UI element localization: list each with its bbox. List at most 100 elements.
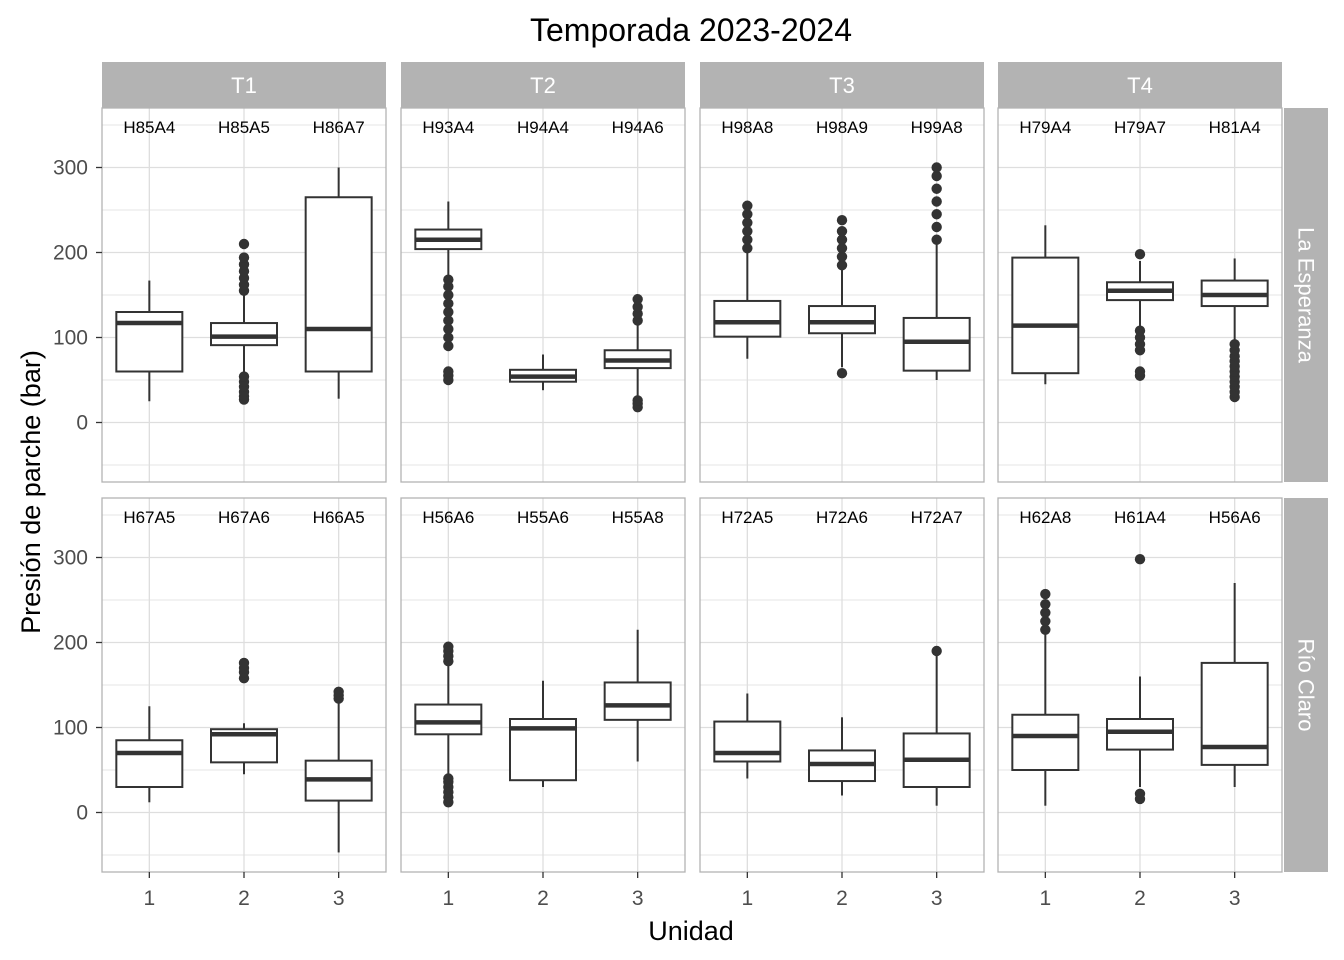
x-tick-label: 1: [442, 887, 454, 910]
x-tick-label: 2: [537, 887, 549, 910]
x-tick-label: 2: [238, 887, 250, 910]
x-tick-label: 2: [836, 887, 848, 910]
outlier-point: [443, 366, 454, 377]
outlier-point: [1040, 599, 1051, 610]
facet-strip-row: [1284, 108, 1328, 482]
y-tick-label: 0: [76, 412, 88, 435]
box: H99A8: [902, 118, 971, 380]
panel-border: [997, 107, 1283, 483]
facet-panel: H85A4 H85A5 H86A7: [101, 107, 387, 483]
box-label: H85A4: [123, 118, 175, 137]
box-label: H61A4: [1114, 508, 1166, 527]
box-label: H55A6: [517, 508, 569, 527]
facet-panel: H62A8 H61A4 H56A6: [997, 497, 1283, 873]
y-tick-label: 200: [53, 632, 88, 655]
facet-strip-col-label: T1: [231, 73, 257, 98]
outlier-point: [742, 217, 753, 228]
outlier-point: [931, 221, 942, 233]
outlier-point: [931, 170, 942, 182]
box-iqr: [1011, 256, 1080, 375]
outlier-point: [836, 215, 848, 226]
y-tick-label: 300: [53, 547, 88, 570]
box-iqr: [1106, 718, 1174, 751]
facet-panel: H79A4 H79A7 H81A4: [997, 107, 1283, 483]
outlier-point: [931, 162, 942, 173]
box: H81A4: [1200, 118, 1269, 403]
outlier-point: [632, 294, 643, 305]
box-iqr: [713, 720, 782, 763]
box: H67A5: [115, 508, 184, 803]
outlier-point: [443, 274, 454, 285]
box-label: H98A9: [816, 118, 868, 137]
box-iqr: [808, 305, 876, 335]
facet-panel: H98A8 H98A9 H99A8: [699, 107, 985, 483]
outlier-point: [632, 301, 643, 313]
outlier-point: [443, 323, 454, 335]
box: H93A4: [414, 118, 483, 386]
box-iqr: [902, 316, 971, 372]
outlier-point: [1134, 325, 1146, 336]
box-label: H67A5: [123, 508, 175, 527]
outlier-point: [238, 238, 250, 250]
x-tick-label: 3: [931, 887, 943, 910]
y-axis-title: Presión de parche (bar): [16, 350, 46, 634]
box: H72A7: [902, 508, 971, 806]
box-label: H94A6: [612, 118, 664, 137]
chart-title: Temporada 2023-2024: [530, 12, 852, 48]
outlier-point: [443, 641, 454, 652]
outlier-point: [238, 252, 250, 263]
box: H85A4: [115, 118, 184, 402]
outlier-point: [443, 332, 454, 343]
box: H61A4: [1106, 508, 1174, 805]
outlier-point: [931, 183, 942, 194]
outlier-point: [1040, 588, 1051, 600]
outlier-point: [742, 243, 753, 254]
box: H62A8: [1011, 508, 1080, 806]
box: H67A6: [210, 508, 278, 775]
box-label: H62A8: [1019, 508, 1071, 527]
outlier-point: [238, 657, 250, 669]
x-tick-label: 3: [333, 887, 345, 910]
facet-strip-row-label: La Esperanza: [1294, 227, 1319, 364]
box: H72A5: [713, 508, 782, 779]
x-tick-label: 1: [1039, 887, 1051, 910]
x-axis-title: Unidad: [648, 916, 734, 946]
box: H56A6: [414, 508, 483, 808]
box: H55A8: [603, 508, 672, 762]
panel-border: [101, 107, 387, 483]
y-tick-label: 100: [53, 327, 88, 350]
outlier-point: [632, 395, 643, 406]
outlier-point: [443, 289, 454, 301]
y-tick-label: 300: [53, 157, 88, 180]
box-label: H56A6: [1209, 508, 1261, 527]
outlier-point: [836, 368, 848, 379]
facet-strip-col-label: T2: [530, 73, 556, 98]
box: H72A6: [808, 508, 876, 796]
box-label: H55A8: [612, 508, 664, 527]
box-iqr: [1011, 713, 1080, 771]
box-iqr: [713, 299, 782, 338]
outlier-point: [1134, 249, 1146, 260]
facet-strip-col-label: T3: [829, 73, 855, 98]
outlier-point: [742, 209, 753, 220]
facet-strip-row-label: Río Claro: [1294, 639, 1319, 732]
outlier-point: [1229, 339, 1240, 350]
outlier-point: [443, 773, 454, 784]
facet-strip-col: [700, 62, 984, 108]
facet-panel: H67A5 H67A6 H66A5: [101, 497, 387, 873]
box: H55A6: [509, 508, 577, 787]
y-tick-label: 100: [53, 717, 88, 740]
x-tick-label: 3: [632, 887, 644, 910]
outlier-point: [1134, 366, 1146, 377]
box: H94A4: [509, 118, 577, 391]
box-label: H72A5: [721, 508, 773, 527]
box-label: H81A4: [1209, 118, 1261, 137]
y-tick-label: 0: [76, 802, 88, 825]
x-tick-label: 1: [741, 887, 753, 910]
outlier-point: [836, 234, 848, 245]
facet-strip-col: [102, 62, 386, 108]
box: H56A6: [1200, 508, 1269, 787]
outlier-point: [238, 371, 250, 382]
facet-strip-col: [998, 62, 1282, 108]
